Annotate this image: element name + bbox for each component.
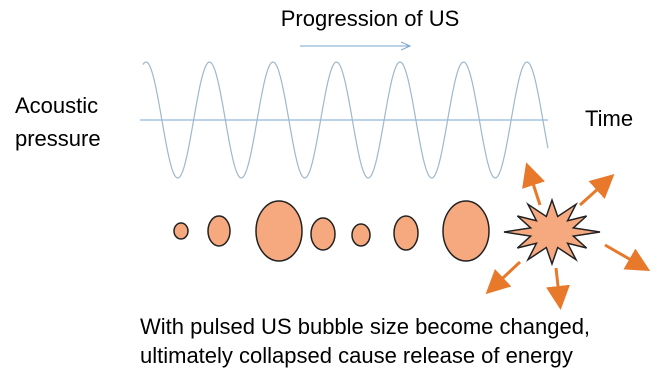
bubble (256, 201, 302, 261)
arrow (556, 268, 560, 304)
caption-line: ultimately collapsed cause release of en… (140, 343, 573, 368)
progression-label: Progression of US (281, 6, 460, 31)
diagram: Progression of US Acoustic pressure Time… (0, 0, 659, 374)
y-label: pressure (15, 126, 101, 151)
caption-line: With pulsed US bubble size become change… (140, 314, 590, 339)
bubble (394, 216, 418, 250)
bubble (174, 223, 188, 239)
arrow (528, 168, 540, 205)
bubble (208, 216, 230, 246)
y-label: Acoustic (15, 93, 98, 118)
collapse-burst (504, 200, 600, 264)
x-label: Time (585, 106, 633, 131)
bubble (311, 218, 335, 250)
bubble (352, 224, 370, 246)
arrow (490, 262, 520, 290)
arrow (580, 178, 610, 205)
arrow (605, 245, 645, 268)
bubble (443, 201, 489, 261)
